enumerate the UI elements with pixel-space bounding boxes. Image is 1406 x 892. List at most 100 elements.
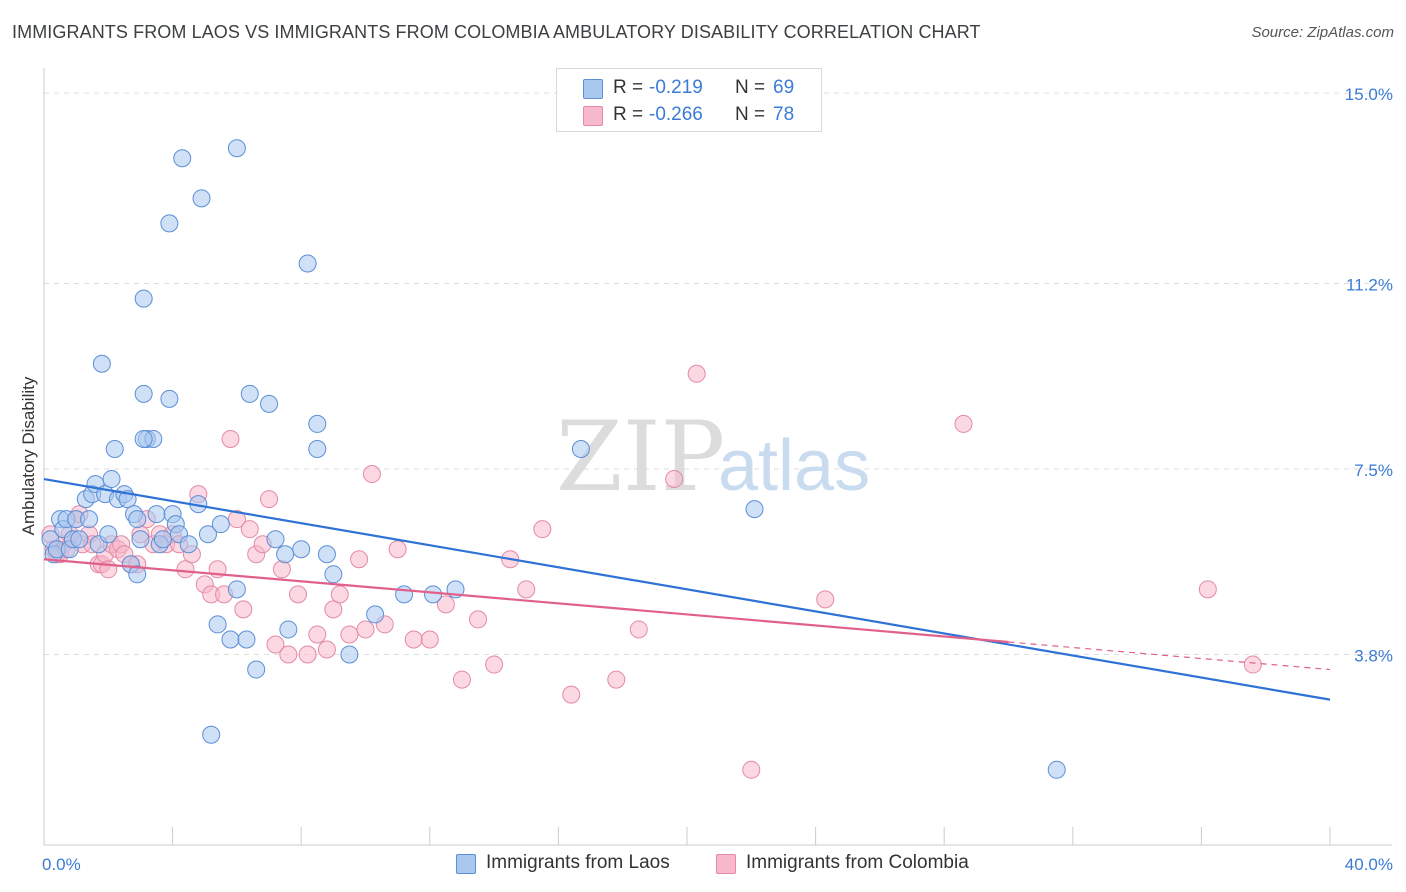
legend-n-label: N = [735,104,766,125]
colombia-point [687,364,706,383]
colombia-point [562,685,581,704]
colombia-point [533,520,552,539]
laos-swatch [583,79,603,99]
colombia-point [272,560,291,579]
trend-lines [43,477,1331,701]
laos-point [160,214,179,233]
correlation-legend: R = -0.219 N = 69 R = -0.266 N = 78 [556,68,822,132]
laos-point [192,189,211,208]
laos-point [1047,760,1066,779]
laos-point [128,565,147,584]
colombia-point [388,540,407,559]
laos-point [131,530,150,549]
legend-r-value: -0.219 [649,77,703,98]
colombia-swatch [716,854,736,874]
laos-point [247,660,266,679]
colombia-point [356,620,375,639]
colombia-point [629,620,648,639]
laos-trend-line [43,477,1331,701]
colombia-points [41,364,1262,779]
legend-r-value: -0.266 [649,104,703,125]
laos-point [395,585,414,604]
laos-point [227,139,246,158]
y-tick-label: 15.0% [1345,85,1393,104]
colombia-point [607,670,626,689]
chart-title: IMMIGRANTS FROM LAOS VS IMMIGRANTS FROM … [12,22,981,42]
laos-point [240,384,259,403]
laos-points [41,139,1066,779]
colombia-point [436,595,455,614]
laos-point [147,505,166,524]
colombia-point [330,585,349,604]
laos-point [260,394,279,413]
colombia-point [517,580,536,599]
legend-r-label: R = [613,104,644,125]
colombia-point [469,610,488,629]
laos-point [276,545,295,564]
colombia-point [350,550,369,569]
colombia-point [266,635,285,654]
axis-labels: 3.8% 7.5% 11.2% 15.0% 0.0% 40.0% [42,85,1393,874]
laos-point [202,725,221,744]
laos-point [571,439,590,458]
laos-point [134,289,153,308]
legend-n-value: 69 [773,77,795,98]
colombia-point [221,429,240,448]
legend-n-label: N = [735,77,766,98]
laos-point [366,605,385,624]
colombia-point [340,625,359,644]
colombia-point [816,590,835,609]
colombia-point [485,655,504,674]
y-tick-label: 7.5% [1354,461,1393,480]
colombia-point [234,600,253,619]
laos-point [128,510,147,529]
colombia-point [324,600,343,619]
colombia-point [260,490,279,509]
colombia-point [362,465,381,484]
colombia-point [227,510,246,529]
colombia-point [742,760,761,779]
laos-point [179,535,198,554]
colombia-trend-extension [1008,641,1331,671]
y-axis-label: Ambulatory Disability [19,376,38,535]
laos-point [99,525,118,544]
colombia-point [954,414,973,433]
laos-point [208,615,227,634]
laos-point [92,354,111,373]
colombia-point [1243,655,1262,674]
colombia-point [176,560,195,579]
colombia-point [279,645,298,664]
gridlines [44,92,1392,656]
laos-point [292,540,311,559]
laos-point [198,525,217,544]
legend-n-value: 78 [773,104,795,125]
bottom-legend-label: Immigrants from Colombia [746,852,969,873]
laos-point [80,510,99,529]
x-tick-label: 0.0% [42,855,81,874]
colombia-point [1198,580,1217,599]
laos-point [227,580,246,599]
bottom-legend-label: Immigrants from Laos [486,852,670,873]
laos-point [173,149,192,168]
laos-point [134,429,153,448]
y-tick-label: 3.8% [1354,647,1393,666]
laos-point [105,439,124,458]
laos-point [279,620,298,639]
laos-point [153,530,172,549]
laos-point [266,530,285,549]
colombia-point [240,520,259,539]
laos-point [134,384,153,403]
laos-point [102,470,121,489]
laos-point [324,565,343,584]
laos-point [745,500,764,519]
laos-point [211,515,230,534]
colombia-point [298,645,317,664]
watermark: ZIP atlas [556,401,870,513]
colombia-point [665,470,684,489]
laos-point [308,439,327,458]
laos-point [340,645,359,664]
colombia-trend-line [43,558,1009,644]
colombia-point [404,630,423,649]
axes [43,68,1392,846]
